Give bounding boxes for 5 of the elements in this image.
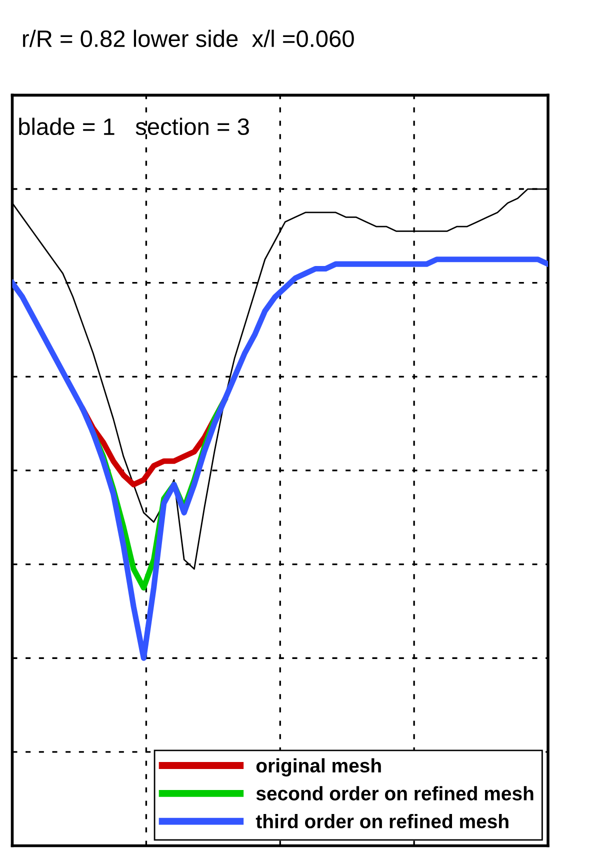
- chart-title: r/R = 0.82 lower side x/l =0.060: [23, 30, 354, 48]
- legend-label: original mesh: [256, 758, 381, 776]
- legend-label: second order on refined mesh: [256, 786, 534, 800]
- text: blade = 1 section = 3: [19, 118, 249, 136]
- legend-label: third order on refined mesh: [256, 814, 508, 828]
